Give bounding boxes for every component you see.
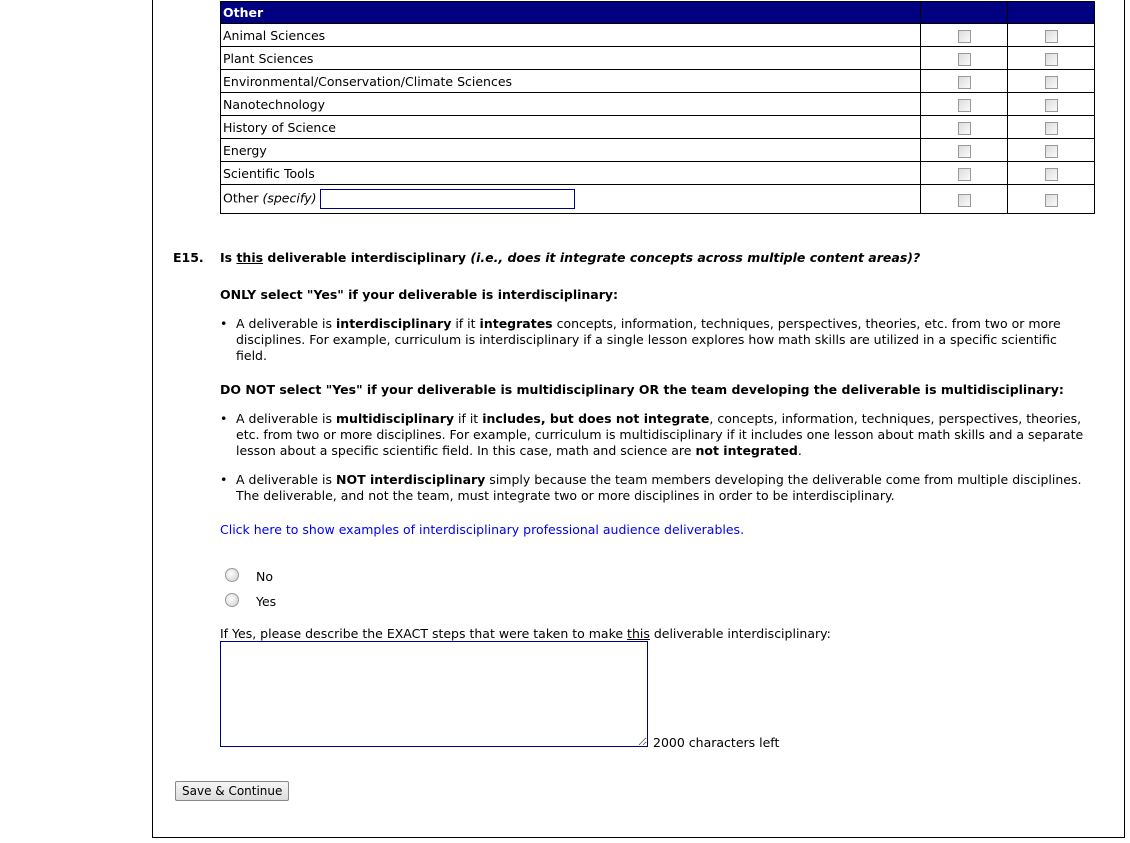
table-row: Animal Sciences — [220, 23, 1095, 47]
checkbox-col2[interactable] — [1044, 193, 1058, 207]
only-heading: ONLY select "Yes" if your deliverable is… — [220, 287, 619, 302]
examples-link[interactable]: Click here to show examples of interdisc… — [220, 522, 745, 537]
table-row: Energy — [220, 138, 1095, 162]
checkbox-col2[interactable] — [1044, 75, 1058, 89]
text-segment: includes, but does not integrate — [482, 411, 710, 426]
checkbox-col2[interactable] — [1044, 98, 1058, 112]
save-continue-button[interactable]: Save & Continue — [175, 781, 290, 801]
checkbox-col1[interactable] — [957, 144, 971, 158]
text-segment: concepts, information, techniques, persp… — [236, 316, 1061, 363]
section-header: Other — [220, 1, 921, 24]
table-row: Plant Sciences — [220, 46, 1095, 70]
table-row: Nanotechnology — [220, 92, 1095, 116]
topics-table: Other Animal Sciences Plant Sciences Envir… — [220, 1, 1095, 214]
form-container — [152, 0, 1125, 838]
text-segment: integrates — [479, 316, 553, 331]
question-text: Is this deliverable interdisciplinary (i… — [220, 250, 921, 265]
checkbox-col2[interactable] — [1044, 52, 1058, 66]
checkbox-col2[interactable] — [1044, 29, 1058, 43]
text-segment: not integrated — [695, 443, 798, 458]
radio-no-label: No — [256, 569, 273, 584]
checkbox-col1[interactable] — [957, 75, 971, 89]
text-segment: if it — [454, 411, 483, 426]
checkbox-col1[interactable] — [957, 193, 971, 207]
checkbox-col2[interactable] — [1044, 167, 1058, 181]
row-label: History of Science — [220, 115, 921, 139]
describe-textarea[interactable] — [220, 641, 648, 747]
table-row-other: Other (specify) — [220, 184, 1095, 214]
other-specify-input[interactable] — [319, 189, 575, 209]
row-label: Animal Sciences — [220, 23, 921, 47]
checkbox-col1[interactable] — [957, 98, 971, 112]
checkbox-col1[interactable] — [957, 29, 971, 43]
bullet-icon: • — [220, 472, 228, 487]
other-label: Other — [223, 190, 259, 206]
bullet-multidisciplinary: • A deliverable is multidisciplinary if i… — [220, 411, 1090, 459]
radio-yes-label: Yes — [256, 594, 277, 609]
bullet-icon: • — [220, 411, 228, 426]
text-segment: A deliverable is — [236, 411, 337, 426]
row-label: Scientific Tools — [220, 161, 921, 185]
radio-yes[interactable] — [225, 593, 239, 607]
text-segment: . — [797, 443, 802, 458]
text-segment: A deliverable is — [236, 472, 337, 487]
bullet-interdisciplinary: • A deliverable is interdisciplinary if i… — [220, 316, 1090, 364]
bullet-not-interdisciplinary: • A deliverable is NOT interdisciplinary … — [220, 472, 1090, 504]
text-segment: A deliverable is — [236, 316, 337, 331]
row-label: Nanotechnology — [220, 92, 921, 116]
table-row: Environmental/Conservation/Climate Scien… — [220, 69, 1095, 93]
section-header-row: Other — [220, 1, 1095, 24]
question-number: E15. — [173, 250, 204, 265]
row-label: Plant Sciences — [220, 46, 921, 70]
text-segment: , concepts, information, techniques, per… — [236, 411, 1084, 458]
checkbox-col2[interactable] — [1044, 121, 1058, 135]
table-row: History of Science — [220, 115, 1095, 139]
describe-label: If Yes, please describe the EXACT steps … — [220, 626, 831, 641]
checkbox-col1[interactable] — [957, 52, 971, 66]
bullet-icon: • — [220, 316, 228, 331]
chars-left: 2000 characters left — [653, 735, 780, 750]
row-label: Environmental/Conservation/Climate Scien… — [220, 69, 921, 93]
checkbox-col2[interactable] — [1044, 144, 1058, 158]
text-segment: NOT interdisciplinary — [336, 472, 486, 487]
specify-label: (specify) — [262, 190, 317, 206]
checkbox-col1[interactable] — [957, 167, 971, 181]
text-segment: interdisciplinary — [336, 316, 452, 331]
checkbox-col1[interactable] — [957, 121, 971, 135]
text-segment: simply because the team members developi… — [236, 472, 1082, 503]
donot-heading: DO NOT select "Yes" if your deliverable … — [220, 382, 1064, 397]
row-label: Energy — [220, 138, 921, 162]
text-segment: if it — [451, 316, 480, 331]
radio-no[interactable] — [225, 568, 239, 582]
table-row: Scientific Tools — [220, 161, 1095, 185]
text-segment: multidisciplinary — [336, 411, 455, 426]
